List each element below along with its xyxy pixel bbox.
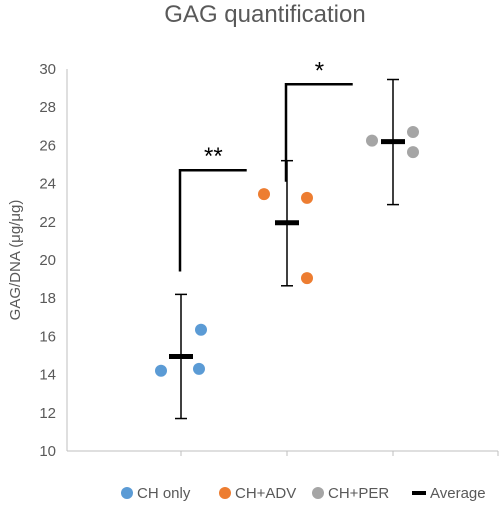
data-point bbox=[193, 362, 205, 375]
legend-label: CH+ADV bbox=[235, 485, 296, 502]
y-tick-label: 26 bbox=[39, 137, 56, 154]
y-tick-label: 10 bbox=[39, 443, 56, 460]
legend-label-average: Average bbox=[430, 485, 486, 502]
data-point bbox=[155, 364, 167, 377]
legend: CH only CH+ADV CH+PER Average bbox=[121, 485, 486, 502]
data-point bbox=[195, 323, 207, 336]
x-tick-marks bbox=[180, 451, 499, 456]
legend-marker bbox=[312, 487, 324, 499]
legend-label: CH+PER bbox=[328, 485, 389, 502]
y-tick-label: 14 bbox=[39, 367, 56, 384]
legend-marker bbox=[219, 487, 231, 499]
data-point bbox=[301, 191, 313, 204]
significance-brackets: *** bbox=[178, 57, 353, 272]
legend-label: CH only bbox=[137, 485, 191, 502]
data-point bbox=[366, 134, 378, 147]
significance-label: * bbox=[315, 57, 324, 84]
chart-title: GAG quantification bbox=[164, 1, 365, 28]
y-tick-labels: 10 12 14 16 18 20 22 24 26 28 30 bbox=[39, 61, 56, 460]
y-tick-label: 12 bbox=[39, 405, 56, 422]
y-tick-label: 16 bbox=[39, 328, 56, 345]
y-tick-label: 22 bbox=[39, 214, 56, 231]
data-point bbox=[301, 272, 313, 285]
legend-marker bbox=[121, 487, 133, 499]
y-tick-label: 28 bbox=[39, 99, 56, 116]
y-tick-label: 20 bbox=[39, 252, 56, 269]
significance-bracket bbox=[178, 168, 247, 272]
data-point bbox=[407, 126, 419, 139]
y-axis-label: GAG/DNA (μg/μg) bbox=[7, 200, 24, 321]
significance-bracket bbox=[284, 83, 353, 182]
y-tick-label: 18 bbox=[39, 290, 56, 307]
average-marks bbox=[169, 139, 405, 359]
data-points bbox=[155, 126, 419, 377]
y-tick-label: 30 bbox=[39, 61, 56, 78]
data-point bbox=[258, 188, 270, 201]
y-tick-label: 24 bbox=[39, 176, 56, 193]
significance-label: ** bbox=[204, 143, 223, 170]
data-point bbox=[407, 146, 419, 159]
